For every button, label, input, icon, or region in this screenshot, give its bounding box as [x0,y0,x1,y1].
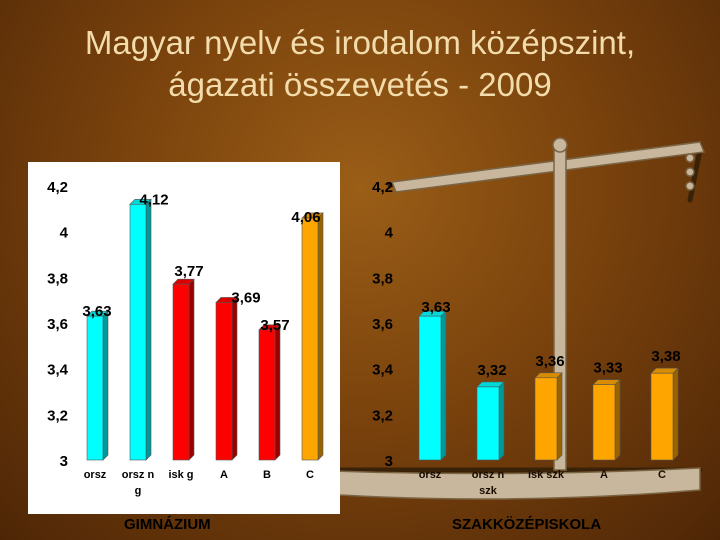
gimnazium-ytick-label: 3,2 [47,407,68,424]
gimnazium-bar [215,302,233,461]
szakkozepiskola-ytick-label: 3,4 [372,362,394,379]
gimnazium-ytick-label: 3 [60,453,68,470]
szakkozepiskola-bar [534,377,558,461]
szakkozepiskola-bar-side [614,378,621,461]
gimnazium-ytick-label: 3,4 [47,362,69,379]
szakkozepiskola-category-label: szk [479,485,498,497]
szakkozepiskola-bar-side [498,381,505,461]
gimnazium-ytick-label: 4,2 [47,179,68,196]
gimnazium-category-label: orsz n [122,469,155,481]
slide-title-line-2: ágazati összevetés - 2009 [168,66,552,103]
szakkozepiskola-bar-side [440,310,447,461]
slide-title-line-1: Magyar nyelv és irodalom középszint, [84,24,636,61]
szakkozepiskola-ytick-label: 4,2 [372,179,393,196]
gimnazium-category-label: g [135,485,142,497]
szakkozepiskola-bar-side [672,367,679,461]
szakkozepiskola-category-label: orsz n [472,469,505,481]
gimnazium-category-label: orsz [84,469,107,481]
gimnazium-bar [258,329,276,461]
gimnazium-ytick-label: 4 [60,225,69,242]
gimnazium-bar [86,315,104,461]
szakkozepiskola-category-label: isk szk [528,469,565,481]
szakkozepiskola-ytick-label: 3,2 [372,407,393,424]
szakkozepiskola-bar [418,315,442,461]
szakkozepiskola-ytick-label: 3 [385,453,393,470]
gimnazium-value-label: 3,63 [82,303,111,320]
gimnazium-category-label: isk g [168,469,193,481]
gimnazium-value-label: 4,12 [139,191,168,208]
szakkozepiskola-caption: SZAKKÖZÉPISKOLA [452,516,602,533]
gimnazium-ytick-label: 3,8 [47,270,68,287]
szakkozepiskola-bar [650,372,674,461]
szakkozepiskola-value-label: 3,36 [535,353,564,370]
gimnazium-bar [172,283,190,461]
szakkozepiskola-value-label: 3,38 [651,348,680,365]
gimnazium-bar [301,217,319,461]
szakkozepiskola-bar [476,386,500,461]
gimnazium-category-label: B [263,469,271,481]
szakkozepiskola-ytick-label: 3,8 [372,270,393,287]
szakkozepiskola-value-label: 3,33 [593,360,622,377]
gimnazium-ytick-label: 3,6 [47,316,68,333]
gimnazium-category-label: A [220,469,228,481]
szakkozepiskola-category-label: orsz [419,469,442,481]
gimnazium-value-label: 3,57 [260,317,289,334]
gimnazium-caption: GIMNÁZIUM [124,516,211,533]
szakkozepiskola-value-label: 3,63 [421,299,450,316]
slide-title: Magyar nyelv és irodalom középszint, ága… [0,22,720,106]
szakkozepiskola-bar-side [556,372,563,461]
szakkozepiskola-bar [592,384,616,461]
gimnazium-value-label: 3,77 [174,263,203,280]
szakkozepiskola-category-label: C [658,469,666,481]
gimnazium-category-label: C [306,469,314,481]
szakkozepiskola-ytick-label: 4 [385,225,394,242]
gimnazium-value-label: 3,69 [231,289,260,306]
gimnazium-bar [129,203,147,461]
szakkozepiskola-category-label: A [600,469,608,481]
szakkozepiskola-ytick-label: 3,6 [372,316,393,333]
szakkozepiskola-value-label: 3,32 [477,362,506,379]
gimnazium-value-label: 4,06 [291,209,320,226]
